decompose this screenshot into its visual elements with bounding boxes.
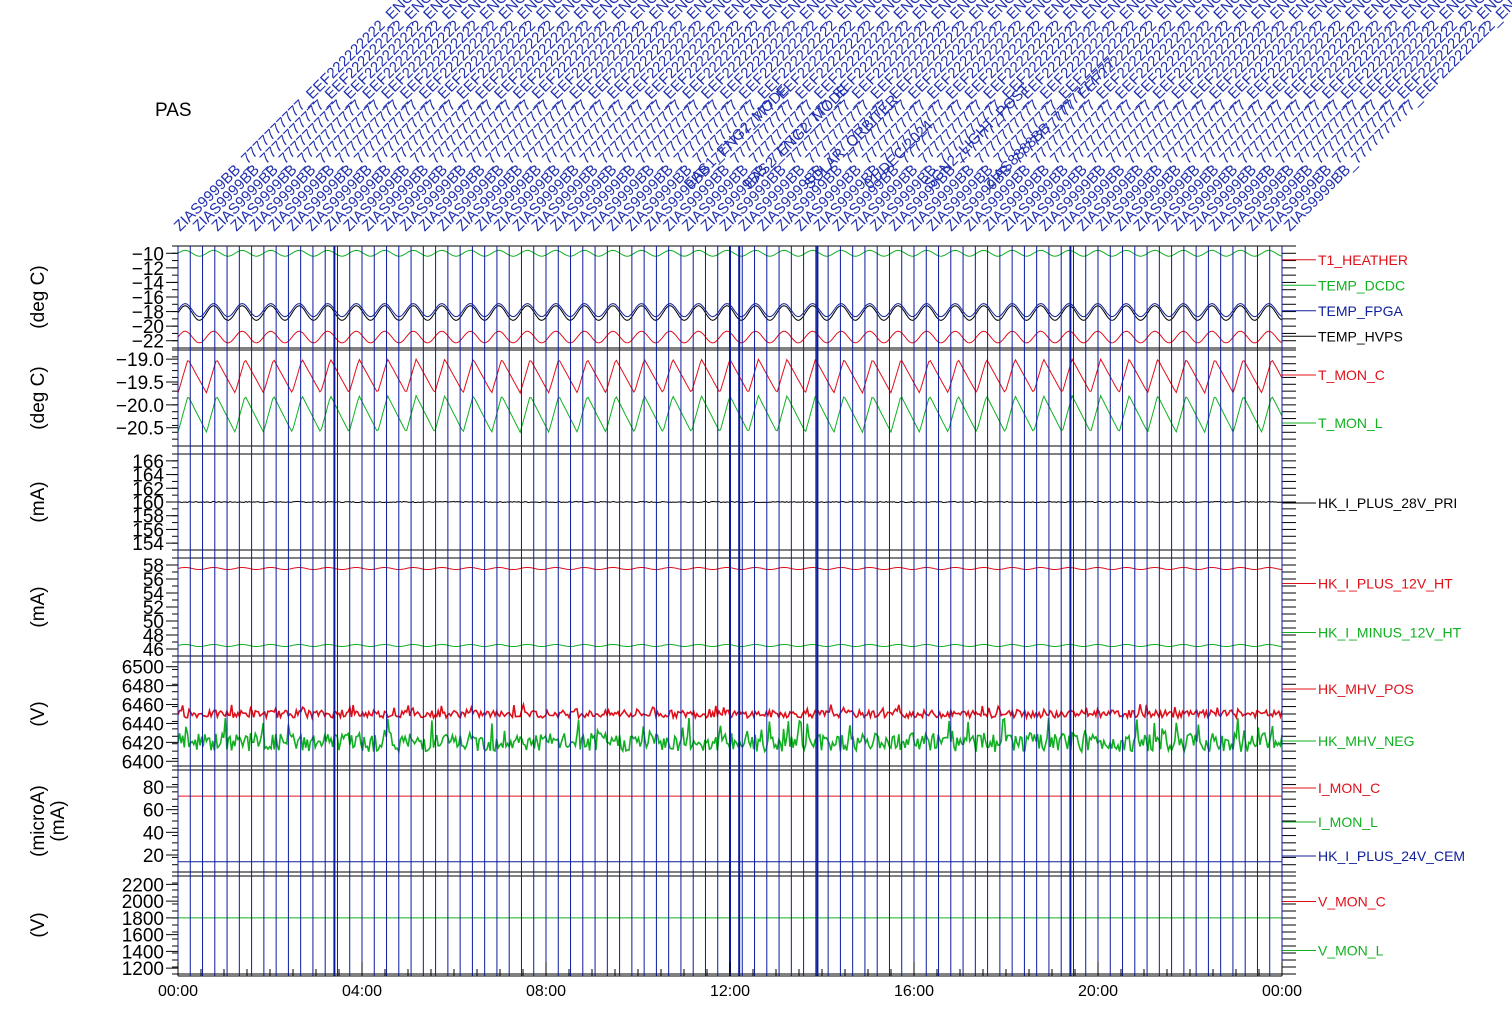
y-tick-label: 60 [143,801,164,822]
y-tick-label: −10 [132,244,164,265]
series-label: HK_I_PLUS_28V_PRI [1318,495,1457,511]
x-tick-label: 00:00 [1262,983,1302,1000]
y-axis-label: (deg C) [28,366,49,429]
y-tick-label: 6420 [122,733,164,754]
y-axis-label: (mA) [28,586,49,627]
y-tick-label: 1600 [122,926,164,947]
y-tick-label: 54 [143,584,165,605]
x-axis: 00:00 04:00 08:00 12:00 16:00 20:00 00:00 [158,962,1302,1000]
series-label: HK_MHV_POS [1318,681,1414,697]
instrument-label: PAS [155,100,192,121]
series-label: T_MON_C [1318,367,1385,383]
y-tick-label: 6400 [122,752,164,773]
y-tick-label: −19.5 [116,373,164,394]
x-tick-label: 08:00 [526,983,566,1000]
y-tick-label: −20 [132,317,164,338]
x-tick-label: 04:00 [342,983,382,1000]
y-axis-label: (mA) [28,481,49,522]
y-tick-label: 80 [143,778,164,799]
y-tick-label: −12 [132,259,164,280]
series-label: T_MON_L [1318,415,1383,431]
y-tick-label: 48 [143,626,164,647]
event-lines [177,246,1283,976]
series-label: I_MON_C [1318,780,1380,796]
y-tick-label: 40 [143,823,164,844]
x-tick-label: 20:00 [1078,983,1118,1000]
y-axis-label: (V) [28,701,49,726]
mode-labels: ZIAS9999BB_7777777777_EEF222222222_ENG2_… [171,0,1512,235]
y-tick-label: 50 [143,612,164,633]
y-tick-label: 166 [132,452,164,473]
x-tick-label: 12:00 [710,983,750,1000]
series-label: HK_I_PLUS_12V_HT [1318,576,1453,592]
y-tick-label: −20.5 [116,419,164,440]
y-tick-label: 6500 [122,658,164,679]
series-label: HK_MHV_NEG [1318,733,1414,749]
y-tick-label: −22 [132,332,164,353]
y-tick-label: 156 [132,520,164,541]
y-tick-label: 6480 [122,677,164,698]
series-label: HK_I_PLUS_24V_CEM [1318,848,1465,864]
y-axis-label: (deg C) [28,265,49,328]
x-tick-label: 00:00 [158,983,198,1000]
y-tick-label: −20.0 [116,396,164,417]
y-tick-label: −14 [132,273,165,294]
y-tick-label: 58 [143,556,164,577]
y-tick-label: 56 [143,570,164,591]
y-tick-label: 160 [132,493,164,514]
y-tick-label: 46 [143,640,164,661]
series-label: TEMP_DCDC [1318,277,1405,293]
y-tick-label: 20 [143,846,164,867]
y-tick-label: 1400 [122,942,164,963]
y-tick-label: 162 [132,479,164,500]
panel: −20.5−20.0−19.5−19.0 (deg C) T_MON_C T_MON_… [28,349,1385,447]
y-tick-label: 154 [132,534,164,555]
y-tick-label: 2000 [122,892,164,913]
y-tick-label: 52 [143,598,164,619]
x-tick-label: 16:00 [894,983,934,1000]
y-tick-label: 164 [132,466,164,487]
panels: −22−20−18−16−14−12−10 (deg C) T1_HEATHER TE… [28,244,1465,980]
series-label: TEMP_FPGA [1318,303,1403,319]
series-label: V_MON_C [1318,894,1386,910]
series-label: HK_I_MINUS_12V_HT [1318,625,1462,641]
y-tick-label: 1200 [122,959,164,980]
y-tick-label: 2200 [122,875,164,896]
series-label: I_MON_L [1318,814,1378,830]
y-tick-label: −16 [132,288,164,309]
y-tick-label: 1800 [122,909,164,930]
y-axis-label: (microA) [28,785,49,857]
series-label: TEMP_HVPS [1318,328,1403,344]
y-tick-label: 158 [132,507,164,528]
y-tick-label: 6440 [122,714,164,735]
y-axis-label: (V) [28,912,49,937]
y-tick-label: 6460 [122,696,164,717]
y-tick-label: −18 [132,303,164,324]
y-axis-label-2: (mA) [48,800,69,841]
y-tick-label: −19.0 [116,350,164,371]
series-label: T1_HEATHER [1318,252,1408,268]
series-label: V_MON_L [1318,943,1384,959]
